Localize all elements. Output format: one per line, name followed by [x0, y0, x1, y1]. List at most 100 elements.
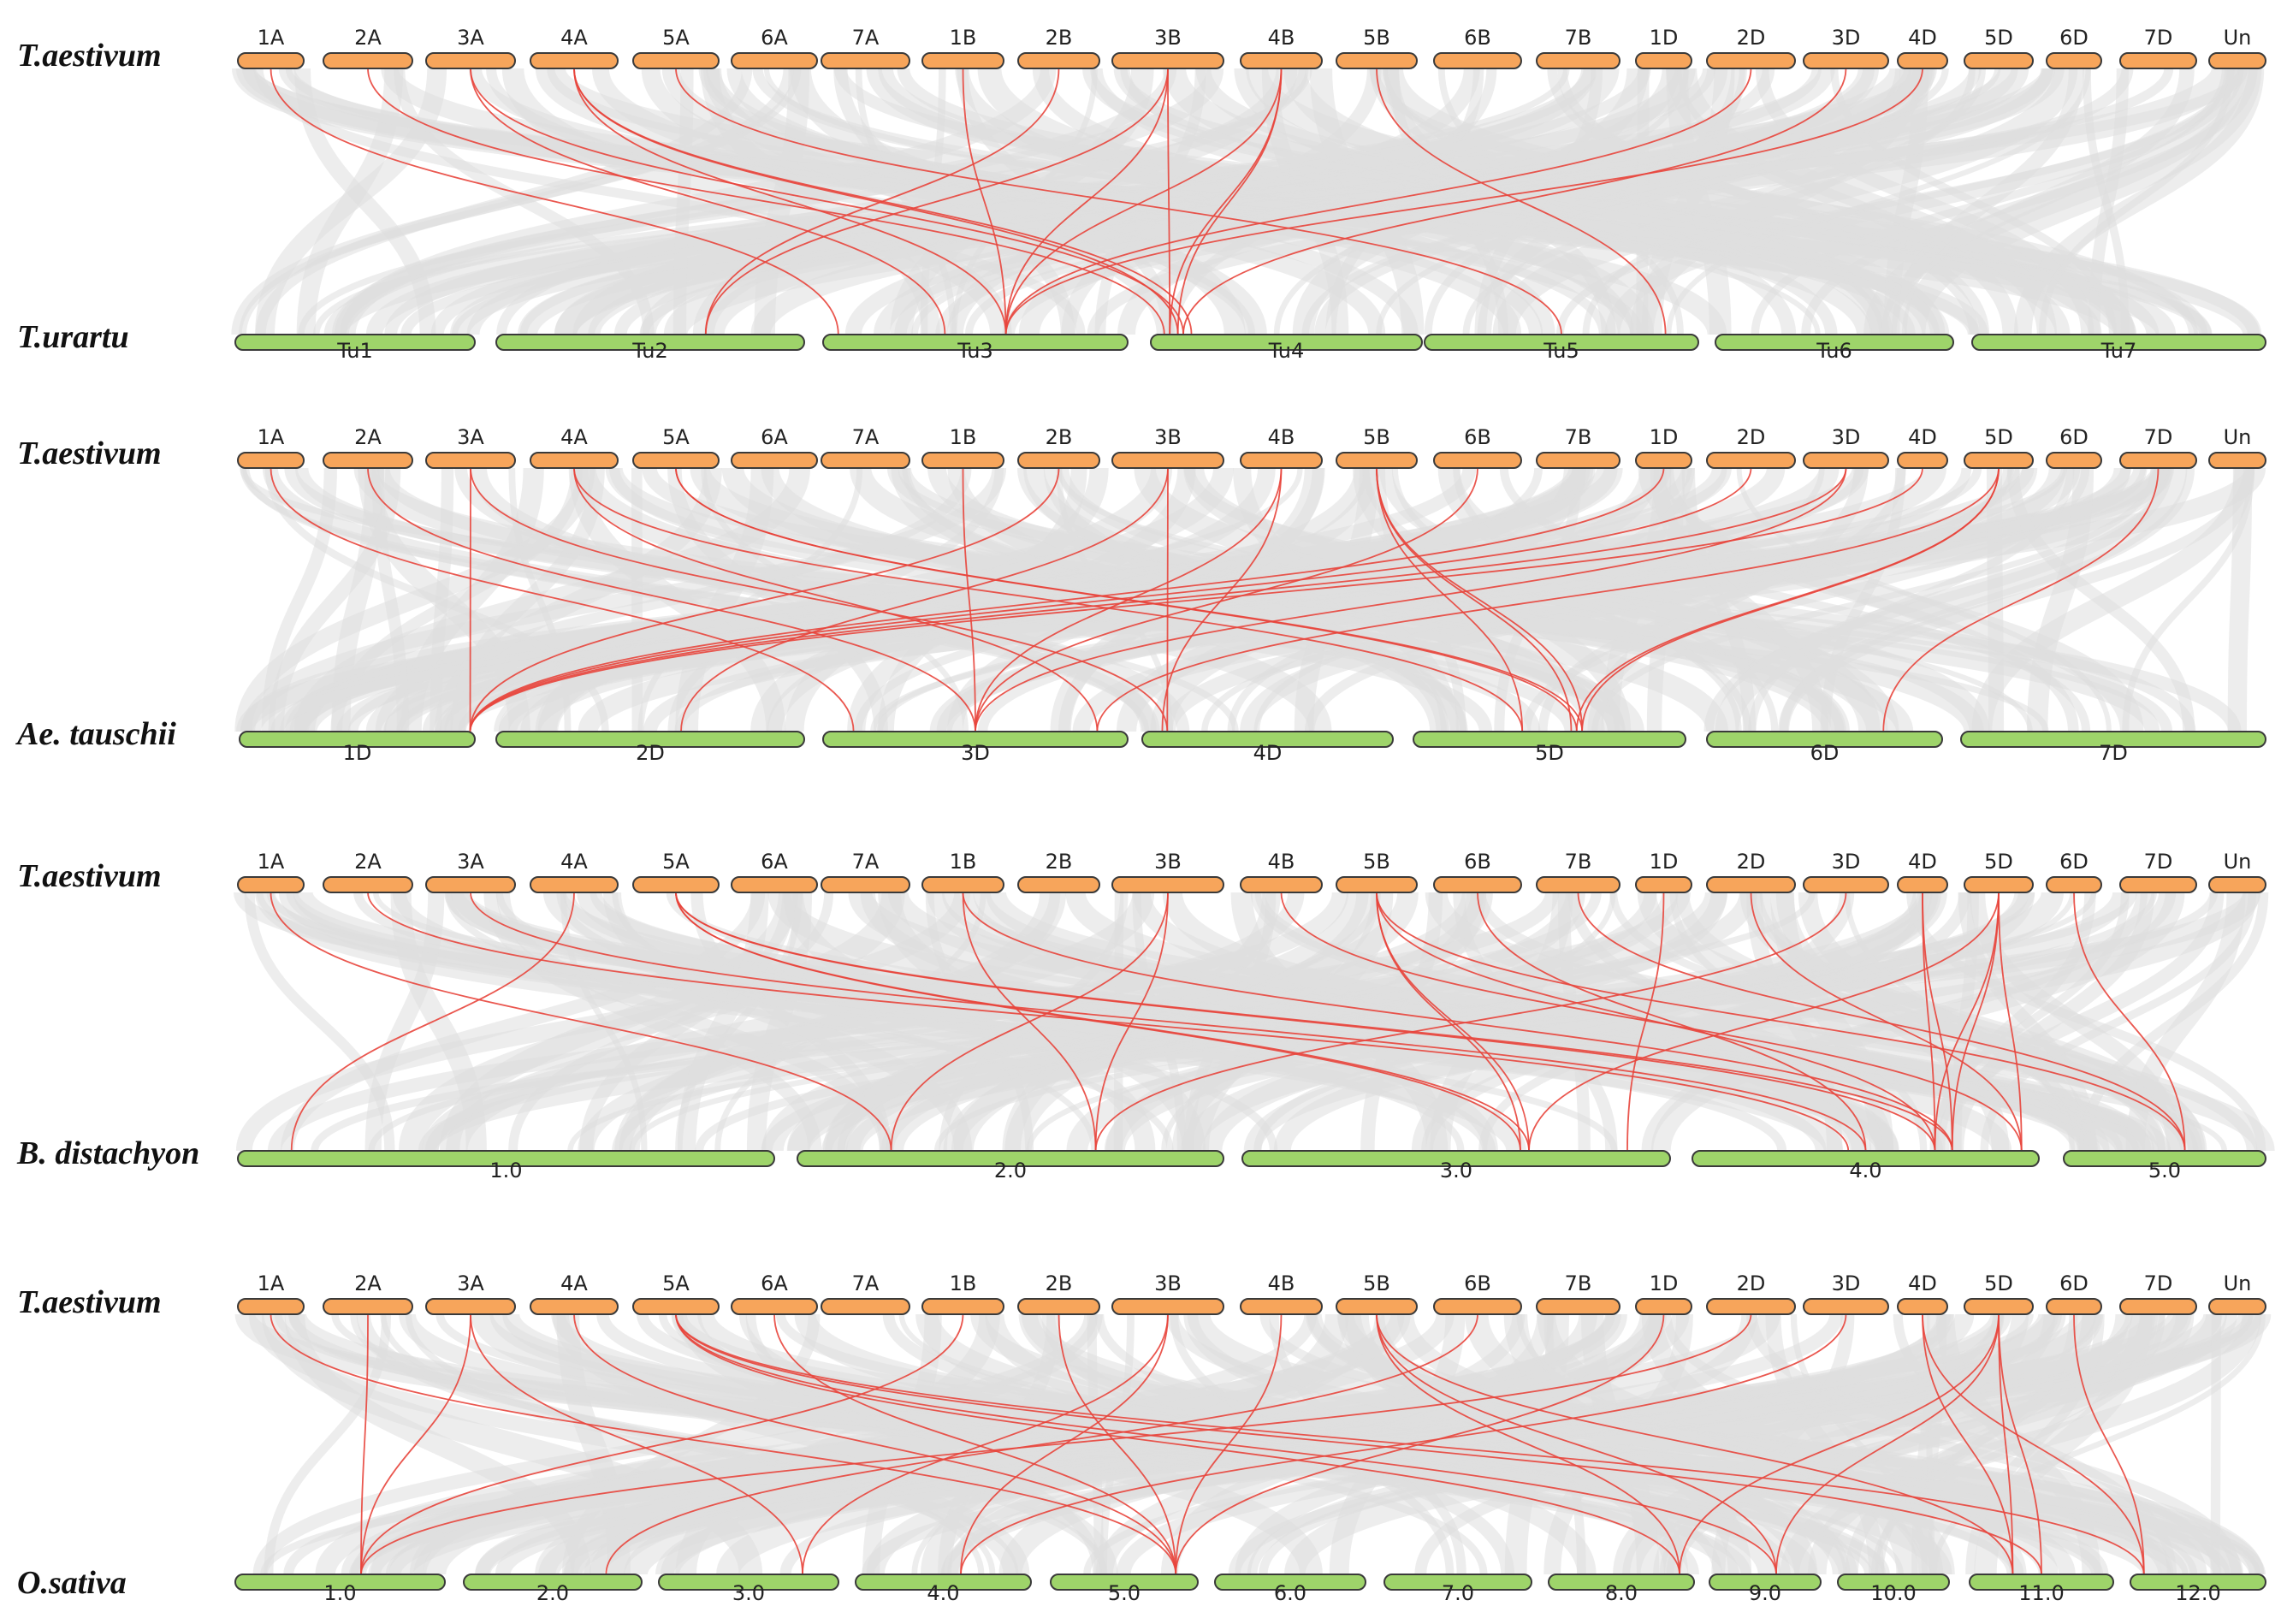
top-chromosome-label: 7D: [2144, 1271, 2173, 1295]
top-chromosome-2B: [1017, 52, 1100, 69]
bottom-chromosome-Tu4: [1150, 334, 1423, 351]
top-chromosome-2D: [1706, 52, 1796, 69]
background-collinearity: [231, 65, 2265, 338]
top-chromosome-label: 4D: [1908, 850, 1937, 874]
bottom-chromosome-Tu5: [1424, 334, 1699, 351]
panel-2: 1A 2A 3A 4A 5A 6A 7A 1B 2B 3B 4B 5B 6B 7B 1D 2D 3D 4D 5D 6D…: [15, 425, 2266, 765]
top-chromosome-Un: [2208, 452, 2266, 469]
background-link: [1986, 467, 2005, 732]
top-chromosome-7A: [821, 1298, 910, 1315]
top-chromosome-1B: [921, 452, 1004, 469]
bottom-chromosome-label: 10.0: [1870, 1581, 1916, 1605]
top-chromosome-3D: [1803, 452, 1889, 469]
link-4B-4D: [1161, 467, 1283, 732]
top-chromosome-label: 4A: [560, 425, 588, 449]
bottom-chromosome-label: 3D: [961, 741, 990, 765]
bottom-chromosome-label: 12.0: [2175, 1581, 2220, 1605]
link-2D-4.0: [1750, 892, 2023, 1152]
bottom-chromosomes: 1.0 2.0 3.0 4.0 5.0 6.0 7.0 8.0 9.0 10.0 11.0 12.0: [234, 1574, 2266, 1605]
top-chromosome-6D: [2046, 1298, 2102, 1315]
background-link: [591, 67, 1386, 336]
top-chromosome-label: 3A: [457, 1271, 484, 1295]
top-chromosome-7A: [821, 452, 910, 469]
bottom-chromosome-Tu7: [1971, 334, 2266, 351]
top-chromosome-label: 6D: [2059, 1271, 2089, 1295]
top-chromosome-label: 2A: [354, 850, 382, 874]
top-chromosome-label: 1A: [258, 26, 285, 50]
link-5D-4.0: [1998, 892, 2023, 1152]
link-2D-Tu3: [1004, 68, 1752, 335]
background-link: [1676, 68, 2058, 335]
background-link: [1662, 1313, 2222, 1575]
background-link: [1711, 1313, 1855, 1575]
background-link: [1050, 467, 1324, 732]
top-chromosome-label: 6B: [1464, 1271, 1491, 1295]
bottom-chromosome-7.0: [1383, 1574, 1532, 1591]
top-chromosome-label: 3D: [1832, 26, 1861, 50]
top-chromosome-6D: [2046, 876, 2102, 893]
top-chromosome-label: 1D: [1650, 425, 1679, 449]
background-link: [240, 467, 1239, 732]
top-chromosome-label: 6B: [1464, 425, 1491, 449]
top-chromosome-1D: [1635, 52, 1692, 69]
top-chromosome-3B: [1111, 1298, 1224, 1315]
top-chromosome-1A: [237, 452, 305, 469]
bottom-chromosome-1D: [239, 731, 476, 748]
bottom-chromosome-label: 1.0: [323, 1581, 356, 1605]
top-chromosome-label: 1A: [258, 425, 285, 449]
link-5D-11.0: [1998, 1313, 2042, 1575]
top-chromosome-label: 7D: [2144, 850, 2173, 874]
top-chromosome-label: 5A: [662, 26, 690, 50]
top-chromosome-5A: [632, 452, 720, 469]
background-collinearity: [234, 1311, 2272, 1578]
top-chromosome-7D: [2119, 1298, 2197, 1315]
background-link: [1253, 892, 1939, 1152]
background-link: [1965, 1313, 2105, 1575]
bottom-chromosome-10.0: [1837, 1574, 1950, 1591]
link-6A-5.0: [773, 1313, 1177, 1575]
link-5B-11.0: [1376, 1313, 2014, 1575]
link-5A-11.0: [675, 1313, 2042, 1575]
background-link: [1004, 891, 1381, 1153]
top-chromosome-label: 3A: [457, 850, 484, 874]
top-chromosome-label: 4A: [560, 850, 588, 874]
link-3B-3.0: [802, 1313, 1169, 1575]
collinear-gene-links: [270, 68, 1923, 335]
bottom-chromosome-9.0: [1709, 1574, 1822, 1591]
top-chromosome-3B: [1111, 876, 1224, 893]
top-chromosome-label: 5A: [662, 425, 690, 449]
top-chromosome-5D: [1964, 52, 2034, 69]
bottom-chromosome-2.0: [463, 1574, 643, 1591]
link-5A-12.0: [675, 1313, 2145, 1575]
bottom-chromosome-12.0: [2130, 1574, 2266, 1591]
top-chromosome-7D: [2119, 452, 2197, 469]
top-chromosome-6A: [731, 452, 818, 469]
top-chromosome-label: 7A: [852, 1271, 880, 1295]
top-chromosome-7B: [1536, 52, 1620, 69]
top-chromosome-label: 6A: [761, 425, 788, 449]
top-chromosome-label: 5B: [1363, 850, 1390, 874]
background-link: [596, 1313, 2024, 1576]
top-chromosome-5D: [1964, 876, 2034, 893]
background-link: [1120, 68, 1940, 335]
bottom-chromosome-6D: [1706, 731, 1943, 748]
bottom-chromosome-6.0: [1214, 1574, 1366, 1591]
top-chromosome-label: 1B: [950, 1271, 977, 1295]
top-chromosome-6A: [731, 1298, 818, 1315]
top-chromosome-label: 7B: [1565, 1271, 1592, 1295]
bottom-chromosome-label: 1D: [343, 741, 372, 765]
link-3B-4D: [1166, 467, 1169, 732]
top-chromosome-2D: [1706, 452, 1796, 469]
top-chromosome-Un: [2208, 876, 2266, 893]
top-chromosome-label: 5B: [1363, 1271, 1390, 1295]
top-chromosome-6D: [2046, 452, 2102, 469]
top-chromosome-2A: [323, 452, 413, 469]
link-5D-4.0: [1951, 892, 2000, 1152]
top-chromosome-1D: [1635, 1298, 1692, 1315]
link-1B-Tu3: [962, 68, 1007, 335]
top-chromosome-label: 4B: [1268, 850, 1295, 874]
top-chromosome-label: 1A: [258, 850, 285, 874]
background-link: [280, 892, 766, 1152]
bottom-chromosome-7D: [1960, 731, 2266, 748]
bottom-chromosome-3.0: [1241, 1150, 1671, 1167]
